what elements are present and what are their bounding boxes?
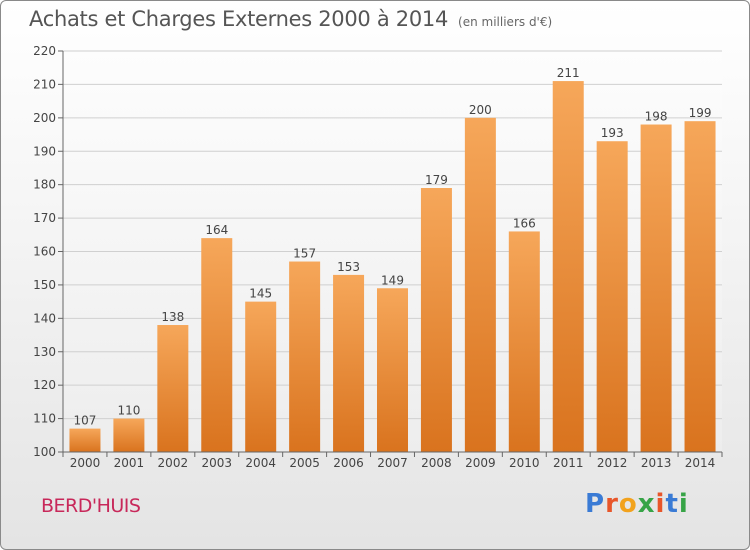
data-label: 153 bbox=[337, 260, 360, 274]
x-tick-label: 2004 bbox=[245, 456, 276, 470]
x-tick-label: 2005 bbox=[289, 456, 320, 470]
y-tick-label: 170 bbox=[33, 211, 56, 225]
x-tick-label: 2009 bbox=[465, 456, 496, 470]
x-tick-label: 2012 bbox=[597, 456, 628, 470]
bar bbox=[552, 81, 584, 452]
data-label: 200 bbox=[469, 103, 492, 117]
data-label: 138 bbox=[161, 310, 184, 324]
x-tick-label: 2003 bbox=[201, 456, 232, 470]
data-label: 199 bbox=[689, 106, 712, 120]
data-label: 198 bbox=[645, 110, 668, 124]
y-tick-label: 130 bbox=[33, 345, 56, 359]
commune-name: BERD'HUIS bbox=[41, 495, 141, 517]
y-tick-label: 180 bbox=[33, 178, 56, 192]
x-tick-label: 2001 bbox=[114, 456, 145, 470]
data-label: 164 bbox=[205, 223, 228, 237]
bar bbox=[113, 418, 145, 452]
chart-unit: (en milliers d'€) bbox=[458, 15, 553, 29]
bar bbox=[245, 301, 277, 452]
bar bbox=[69, 428, 101, 452]
data-label: 166 bbox=[513, 216, 536, 230]
logo-letter: o bbox=[618, 489, 638, 519]
bar bbox=[333, 274, 365, 452]
x-tick-label: 2011 bbox=[553, 456, 584, 470]
bar bbox=[377, 288, 408, 452]
x-tick-label: 2013 bbox=[641, 456, 672, 470]
y-tick-label: 210 bbox=[33, 77, 56, 91]
x-tick-label: 2014 bbox=[685, 456, 716, 470]
x-tick-label: 2002 bbox=[158, 456, 189, 470]
logo-letter: x bbox=[637, 489, 656, 519]
logo-letter: t bbox=[665, 489, 679, 519]
y-tick-label: 110 bbox=[33, 412, 56, 426]
proxiti-logo: Proxiti bbox=[585, 489, 689, 519]
chart-title: Achats et Charges Externes 2000 à 2014 (e… bbox=[29, 7, 552, 31]
data-label: 193 bbox=[601, 126, 624, 140]
logo-letter: P bbox=[585, 489, 606, 519]
bar bbox=[201, 238, 233, 452]
y-tick-label: 100 bbox=[33, 445, 56, 459]
data-label: 179 bbox=[425, 173, 448, 187]
logo-letter: i bbox=[655, 489, 666, 519]
x-tick-label: 2010 bbox=[509, 456, 540, 470]
data-label: 107 bbox=[74, 414, 97, 428]
data-label: 211 bbox=[557, 66, 580, 80]
y-tick-label: 190 bbox=[33, 144, 56, 158]
bar bbox=[596, 141, 628, 452]
data-label: 145 bbox=[249, 287, 272, 301]
data-label: 110 bbox=[117, 404, 140, 418]
y-tick-label: 200 bbox=[33, 111, 56, 125]
logo-letter: i bbox=[678, 489, 689, 519]
y-tick-label: 150 bbox=[33, 278, 56, 292]
x-tick-label: 2007 bbox=[377, 456, 408, 470]
x-tick-label: 2000 bbox=[70, 456, 101, 470]
logo-letter: r bbox=[605, 489, 619, 519]
y-tick-label: 140 bbox=[33, 311, 56, 325]
x-tick-label: 2006 bbox=[333, 456, 364, 470]
y-tick-label: 160 bbox=[33, 245, 56, 259]
bar bbox=[289, 261, 321, 452]
chart-title-text: Achats et Charges Externes 2000 à 2014 bbox=[29, 7, 449, 31]
x-tick-label: 2008 bbox=[421, 456, 452, 470]
bar bbox=[508, 231, 540, 452]
data-label: 157 bbox=[293, 247, 316, 261]
data-label: 149 bbox=[381, 273, 404, 287]
y-tick-label: 220 bbox=[33, 44, 56, 58]
bar bbox=[640, 124, 672, 453]
y-tick-label: 120 bbox=[33, 378, 56, 392]
bar bbox=[464, 117, 496, 452]
bar bbox=[420, 188, 452, 452]
bar bbox=[157, 325, 189, 452]
bar bbox=[684, 121, 716, 453]
